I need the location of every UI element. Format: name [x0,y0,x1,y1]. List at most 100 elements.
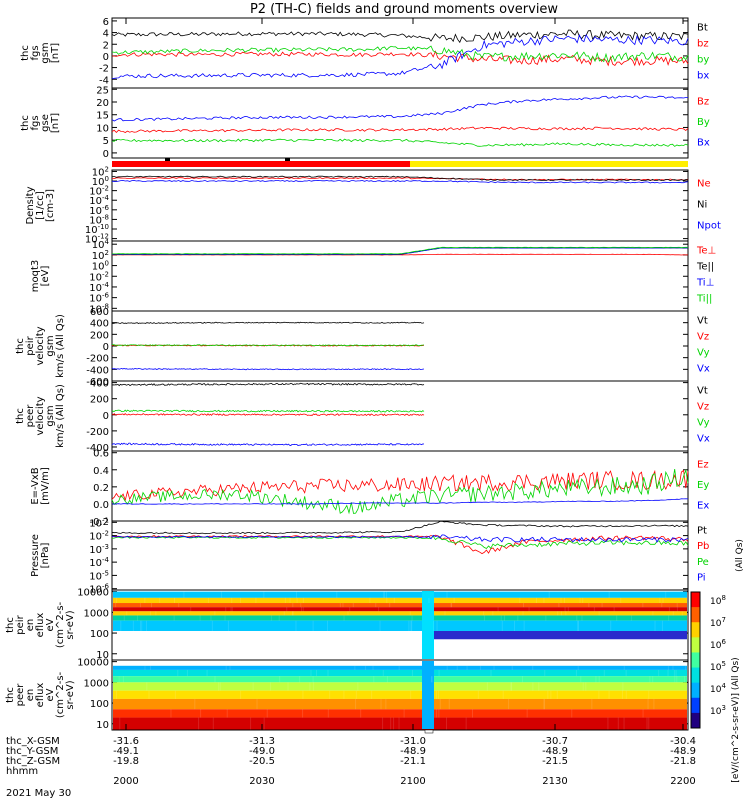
panel-ylabel: thcpeirenefluxeV(cm^2-s-sr-eV) [5,601,76,648]
spectrogram-band [113,717,687,730]
legend-Ex: Ex [697,501,709,512]
series-Ti||-line [112,246,689,255]
spectrogram-band [113,611,687,616]
legend-Ne: Ne [697,179,711,190]
y-tick-label: 1000 [84,678,109,689]
x-axis: thc_X-GSM -31.6 -31.3 -31.0 -30.7 -30.4thc_Y-… [6,18,696,787]
y-tick-label: 15 [96,111,109,122]
spectrogram-gap [422,661,434,729]
panel-ylabel-line: km/s (All Qs) [55,384,66,448]
y-tick-label: 25 [96,85,109,96]
y-tick-label: 10000 [77,658,109,669]
panel-ylabel-line: thc [15,408,26,424]
y-tick-label-exp: -4 [102,556,110,564]
panel-ylabel-line: velocity [35,326,46,365]
x-axis-value: -48.9 [670,746,696,757]
panels: thcfgsgsm[nT]6420-2-4Btbzbybxthcfgsgse[n… [5,17,745,731]
y-tick-label: 1000 [84,608,109,619]
y-tick-label-exp: -3 [102,543,109,551]
y-tick-label: 10-5 [89,569,109,582]
x-axis-row-label: thc_Z-GSM [6,756,60,767]
panel-efield: E=-VxB[mV/m] 0.6 0.4 0.2 0.0 -0.2 Ez Ey Ex [30,449,709,528]
series-Bt-line [111,29,689,44]
panel-ylabel-line: fgs [30,115,41,130]
y-tick-label: 0.6 [93,449,109,460]
y-tick-label: 0.0 [93,500,109,511]
spectrogram-band [113,698,687,710]
spectrogram-band [113,665,687,670]
y-tick-label: 400 [90,379,109,390]
x-axis-value: -48.9 [400,746,426,757]
colorbar-segment [691,697,700,714]
y-tick-label: -400 [86,443,109,454]
panel-ylabel-line: [nT] [50,43,61,63]
y-tick-label-exp: -6 [102,583,110,591]
series-Vz-line [111,413,425,417]
x-time-tick-label: 2100 [400,776,425,787]
legend-Vt: Vt [697,386,708,397]
panel-ylabel: thcpeervelocitygsmkm/s (All Qs) [15,384,66,448]
y-tick-label-exp: -2 [102,270,109,278]
x-time-tick-label: 2130 [542,776,567,787]
x-axis-marker [424,729,434,734]
series-Ey-line [111,468,689,515]
panel-peer_velocity: thcpeervelocitygsmkm/s (All Qs) 400 200 0 -2… [15,379,710,454]
legend-Vz: Vz [697,402,709,413]
panel-ylabel-line: sr-eV) [65,680,76,709]
colorbar: 108 107 106 105 104 103 [eV/(cm^2-s-sr-eV)] (A… [690,591,741,783]
panel-ylabel-line: gsm [40,42,51,63]
colorbar-segment [691,667,700,684]
y-tick-label-exp: -6 [102,292,110,300]
y-tick-label-exp: -2 [102,530,109,538]
panel-frame [111,240,689,312]
legend-Ez: Ez [697,459,709,470]
y-tick-label: 600 [90,307,109,318]
y-tick-label-exp: -2 [102,185,109,193]
series-by-line [111,45,689,63]
panel-ylabel: E=-VxB[mV/m] [30,467,51,505]
x-axis-value: -49.0 [249,746,275,757]
series-Pt-line [111,520,689,535]
spectrogram-band [113,597,687,604]
panel-ylabel-line: [mV/m] [40,467,51,505]
panel-ylabel-line: en [25,619,36,632]
y-tick-label-exp: -8 [102,213,109,221]
colorbar-label: [eV/(cm^2-s-sr-eV)] (All Qs) [731,657,741,782]
series-Vy-line [111,409,425,413]
legend-Pt: Pt [697,526,707,537]
y-tick-label-exp: 4 [105,238,110,246]
panel-peir_velocity: thcpeirvelocitygsmkm/s (All Qs)600400200… [15,307,710,388]
legend-Vz: Vz [697,332,709,343]
panel-ylabel: Density[1/cc][cm-3] [25,186,56,224]
panel-ylabel-line: moqt3 [30,260,41,293]
y-tick-label-exp: -1 [102,516,109,524]
colorbar-segment [691,607,700,623]
panel-frame [111,310,689,382]
panel-density: Density[1/cc][cm-3]10210010-210-410-610-… [25,165,721,245]
panel-ylabel-line: sr-eV) [65,610,76,639]
legend-Vy: Vy [697,348,710,359]
x-axis-value: -21.5 [542,756,568,767]
series-Bz-line [111,126,689,133]
y-tick-label: 0 [103,52,109,63]
series-Ni-line [111,175,689,182]
y-tick-label: 10-4 [89,556,109,569]
colorbar-segment [691,652,700,669]
y-tick-label: 10000 [77,588,109,599]
panel-ylabel-line: thc [5,617,16,633]
y-tick-label: 0 [103,411,109,422]
y-tick-label-exp: -5 [102,569,109,577]
colorbar-tick-label-exp: 7 [721,616,725,624]
x-axis-value: -30.7 [542,736,568,747]
legend-Vx: Vx [697,433,710,444]
colorbar-tick-label: 105 [710,660,726,673]
spectrogram-lowband [434,630,687,640]
panel-peir_spectrogram: thcpeirenefluxeV(cm^2-s-sr-eV)10000 1000 1… [5,588,689,661]
series-Bx-line [111,95,689,122]
colorbar-segment [691,637,700,653]
panel-ylabel-line: (cm^2-s- [55,601,66,648]
legend-Te⊥: Te⊥ [696,246,716,257]
y-tick-label-exp: 0 [105,175,109,183]
